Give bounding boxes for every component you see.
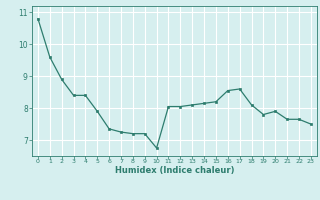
- X-axis label: Humidex (Indice chaleur): Humidex (Indice chaleur): [115, 166, 234, 175]
